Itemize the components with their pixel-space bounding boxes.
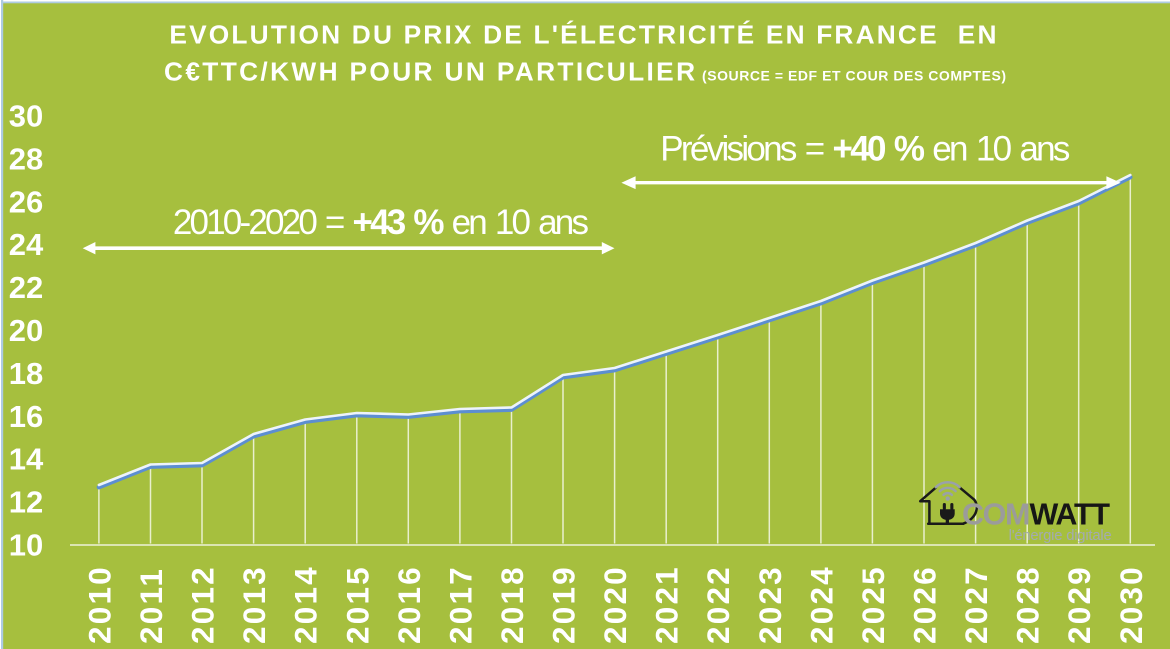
- svg-text:20: 20: [9, 313, 43, 348]
- svg-text:2024: 2024: [803, 565, 839, 644]
- svg-text:2027: 2027: [958, 565, 994, 644]
- svg-text:2016: 2016: [391, 565, 427, 644]
- svg-text:2026: 2026: [907, 565, 943, 644]
- svg-text:2014: 2014: [288, 565, 324, 644]
- svg-text:2021: 2021: [649, 565, 685, 644]
- svg-text:12: 12: [9, 485, 43, 520]
- svg-text:COM: COM: [962, 497, 1029, 531]
- svg-text:(SOURCE = EDF ET COUR DES COMP: (SOURCE = EDF ET COUR DES COMPTES): [702, 67, 1007, 83]
- svg-text:2030: 2030: [1113, 565, 1149, 644]
- svg-text:EVOLUTION DU PRIX DE L'ÉLECTRI: EVOLUTION DU PRIX DE L'ÉLECTRICITÉ EN FR…: [169, 20, 998, 50]
- svg-text:14: 14: [9, 442, 44, 477]
- svg-text:2010: 2010: [81, 565, 117, 644]
- svg-text:2019: 2019: [546, 565, 582, 644]
- svg-text:16: 16: [9, 399, 43, 434]
- svg-text:C€TTC/KWH POUR UN PARTICULIER: C€TTC/KWH POUR UN PARTICULIER: [164, 56, 697, 86]
- svg-text:22: 22: [9, 270, 43, 305]
- svg-text:2013: 2013: [236, 565, 272, 644]
- svg-text:2010-2020 = +43 % en 10 ans: 2010-2020 = +43 % en 10 ans: [173, 203, 589, 242]
- svg-text:24: 24: [9, 227, 44, 262]
- svg-text:2020: 2020: [597, 565, 633, 644]
- svg-text:2022: 2022: [700, 565, 736, 644]
- svg-text:2029: 2029: [1061, 565, 1097, 644]
- svg-text:2023: 2023: [752, 565, 788, 644]
- svg-text:2025: 2025: [855, 565, 891, 644]
- svg-text:26: 26: [9, 184, 43, 219]
- svg-text:l'énergie digitale: l'énergie digitale: [1009, 528, 1112, 544]
- svg-text:Prévisions = +40 % en 10 ans: Prévisions = +40 % en 10 ans: [660, 130, 1070, 169]
- svg-text:28: 28: [9, 141, 43, 176]
- svg-text:2018: 2018: [494, 565, 530, 644]
- svg-text:10: 10: [9, 528, 43, 563]
- svg-text:2028: 2028: [1010, 565, 1046, 644]
- svg-text:18: 18: [9, 356, 43, 391]
- svg-text:2012: 2012: [185, 565, 221, 644]
- svg-text:2015: 2015: [339, 565, 375, 644]
- svg-text:30: 30: [9, 99, 43, 134]
- svg-text:WATT: WATT: [1030, 497, 1111, 531]
- svg-text:2017: 2017: [442, 565, 478, 644]
- svg-text:2011: 2011: [133, 567, 169, 644]
